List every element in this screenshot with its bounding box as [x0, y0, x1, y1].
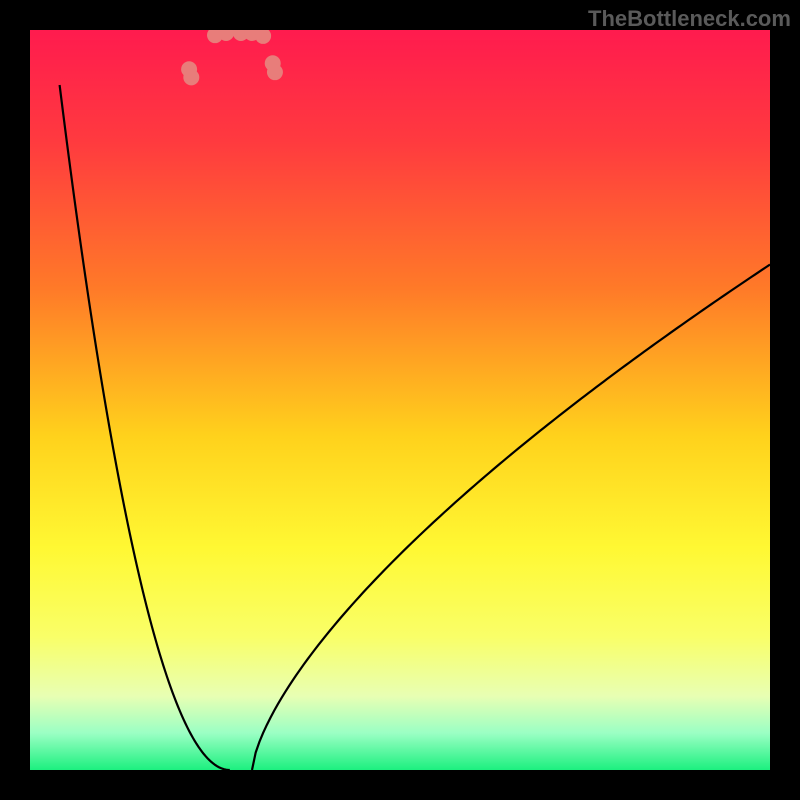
data-marker: [183, 69, 199, 85]
chart-container: TheBottleneck.com: [0, 0, 800, 800]
gradient-background: [30, 30, 770, 770]
plot-svg: [30, 30, 770, 770]
plot-area: [30, 30, 770, 770]
data-marker: [267, 64, 283, 80]
watermark-text: TheBottleneck.com: [588, 6, 791, 32]
